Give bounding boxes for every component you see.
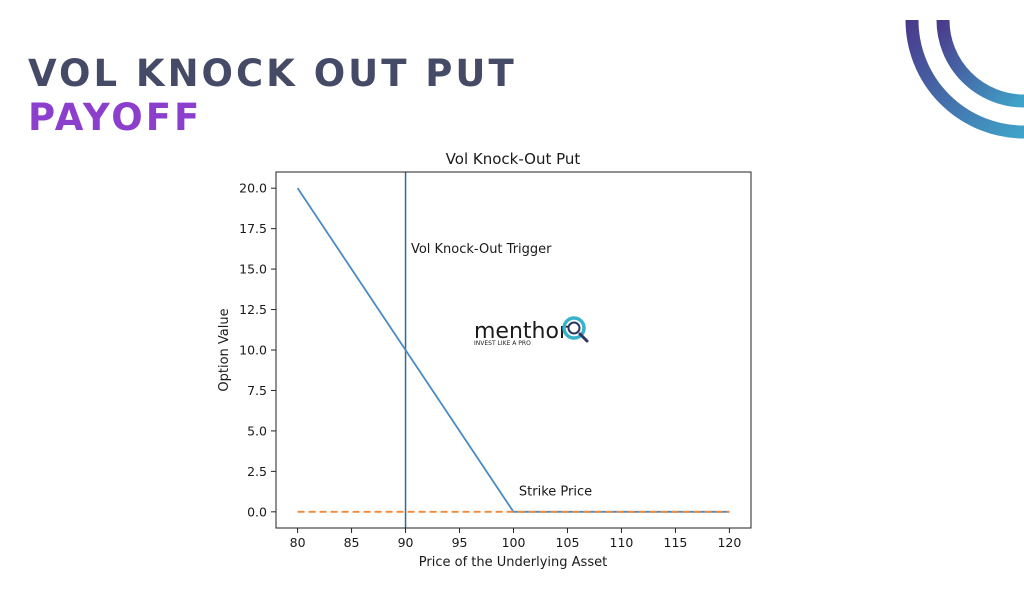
y-axis-label: Option Value <box>217 308 232 391</box>
x-tick-label: 120 <box>717 535 741 550</box>
plot-lines <box>296 172 730 528</box>
menthorq-logo: menthor INVEST LIKE A PRO <box>474 316 589 347</box>
x-tick-label: 90 <box>398 535 414 550</box>
x-tick-label: 80 <box>290 535 306 550</box>
x-axis-label: Price of the Underlying Asset <box>419 555 607 570</box>
logo-q-inner <box>567 321 581 335</box>
chart-title: Vol Knock-Out Put <box>446 150 581 168</box>
y-tick-label: 15.0 <box>239 262 267 277</box>
x-tick-label: 85 <box>344 535 360 550</box>
chart-annotations: Vol Knock-Out Trigger Strike Price <box>411 242 592 500</box>
decorative-arcs-icon <box>905 19 1024 139</box>
y-tick-label: 2.5 <box>247 464 267 479</box>
x-tick-label: 110 <box>610 535 634 550</box>
slide-title: VOL KNOCK OUT PUT PAYOFF <box>28 52 517 140</box>
logo-q-tail <box>578 332 589 343</box>
y-tick-label: 17.5 <box>239 221 267 236</box>
y-tick-label: 20.0 <box>239 181 267 196</box>
x-tick-label: 95 <box>452 535 468 550</box>
y-axis-ticks: 0.0 2.5 5.0 7.5 10.0 12.5 15.0 17.5 20.0 <box>239 181 276 519</box>
y-tick-label: 7.5 <box>247 383 267 398</box>
y-tick-label: 0.0 <box>247 504 267 519</box>
x-tick-label: 115 <box>664 535 688 550</box>
x-axis-ticks: 80 85 90 95 100 105 110 115 120 <box>290 528 741 550</box>
y-tick-label: 12.5 <box>239 302 267 317</box>
logo-q-ring <box>562 316 586 340</box>
slide-title-line1: VOL KNOCK OUT PUT <box>28 52 517 95</box>
annotation-label: Vol Knock-Out Trigger <box>411 242 552 257</box>
logo-name: menthor <box>474 319 569 344</box>
logo-tagline: INVEST LIKE A PRO <box>474 340 531 347</box>
x-tick-label: 105 <box>556 535 580 550</box>
plot-frame <box>275 171 752 529</box>
slide-title-line2: PAYOFF <box>28 96 203 139</box>
x-tick-label: 100 <box>502 535 526 550</box>
payoff-line <box>296 187 730 513</box>
annotation-label: Strike Price <box>519 485 592 500</box>
y-tick-label: 5.0 <box>247 423 267 438</box>
y-tick-label: 10.0 <box>239 343 267 358</box>
